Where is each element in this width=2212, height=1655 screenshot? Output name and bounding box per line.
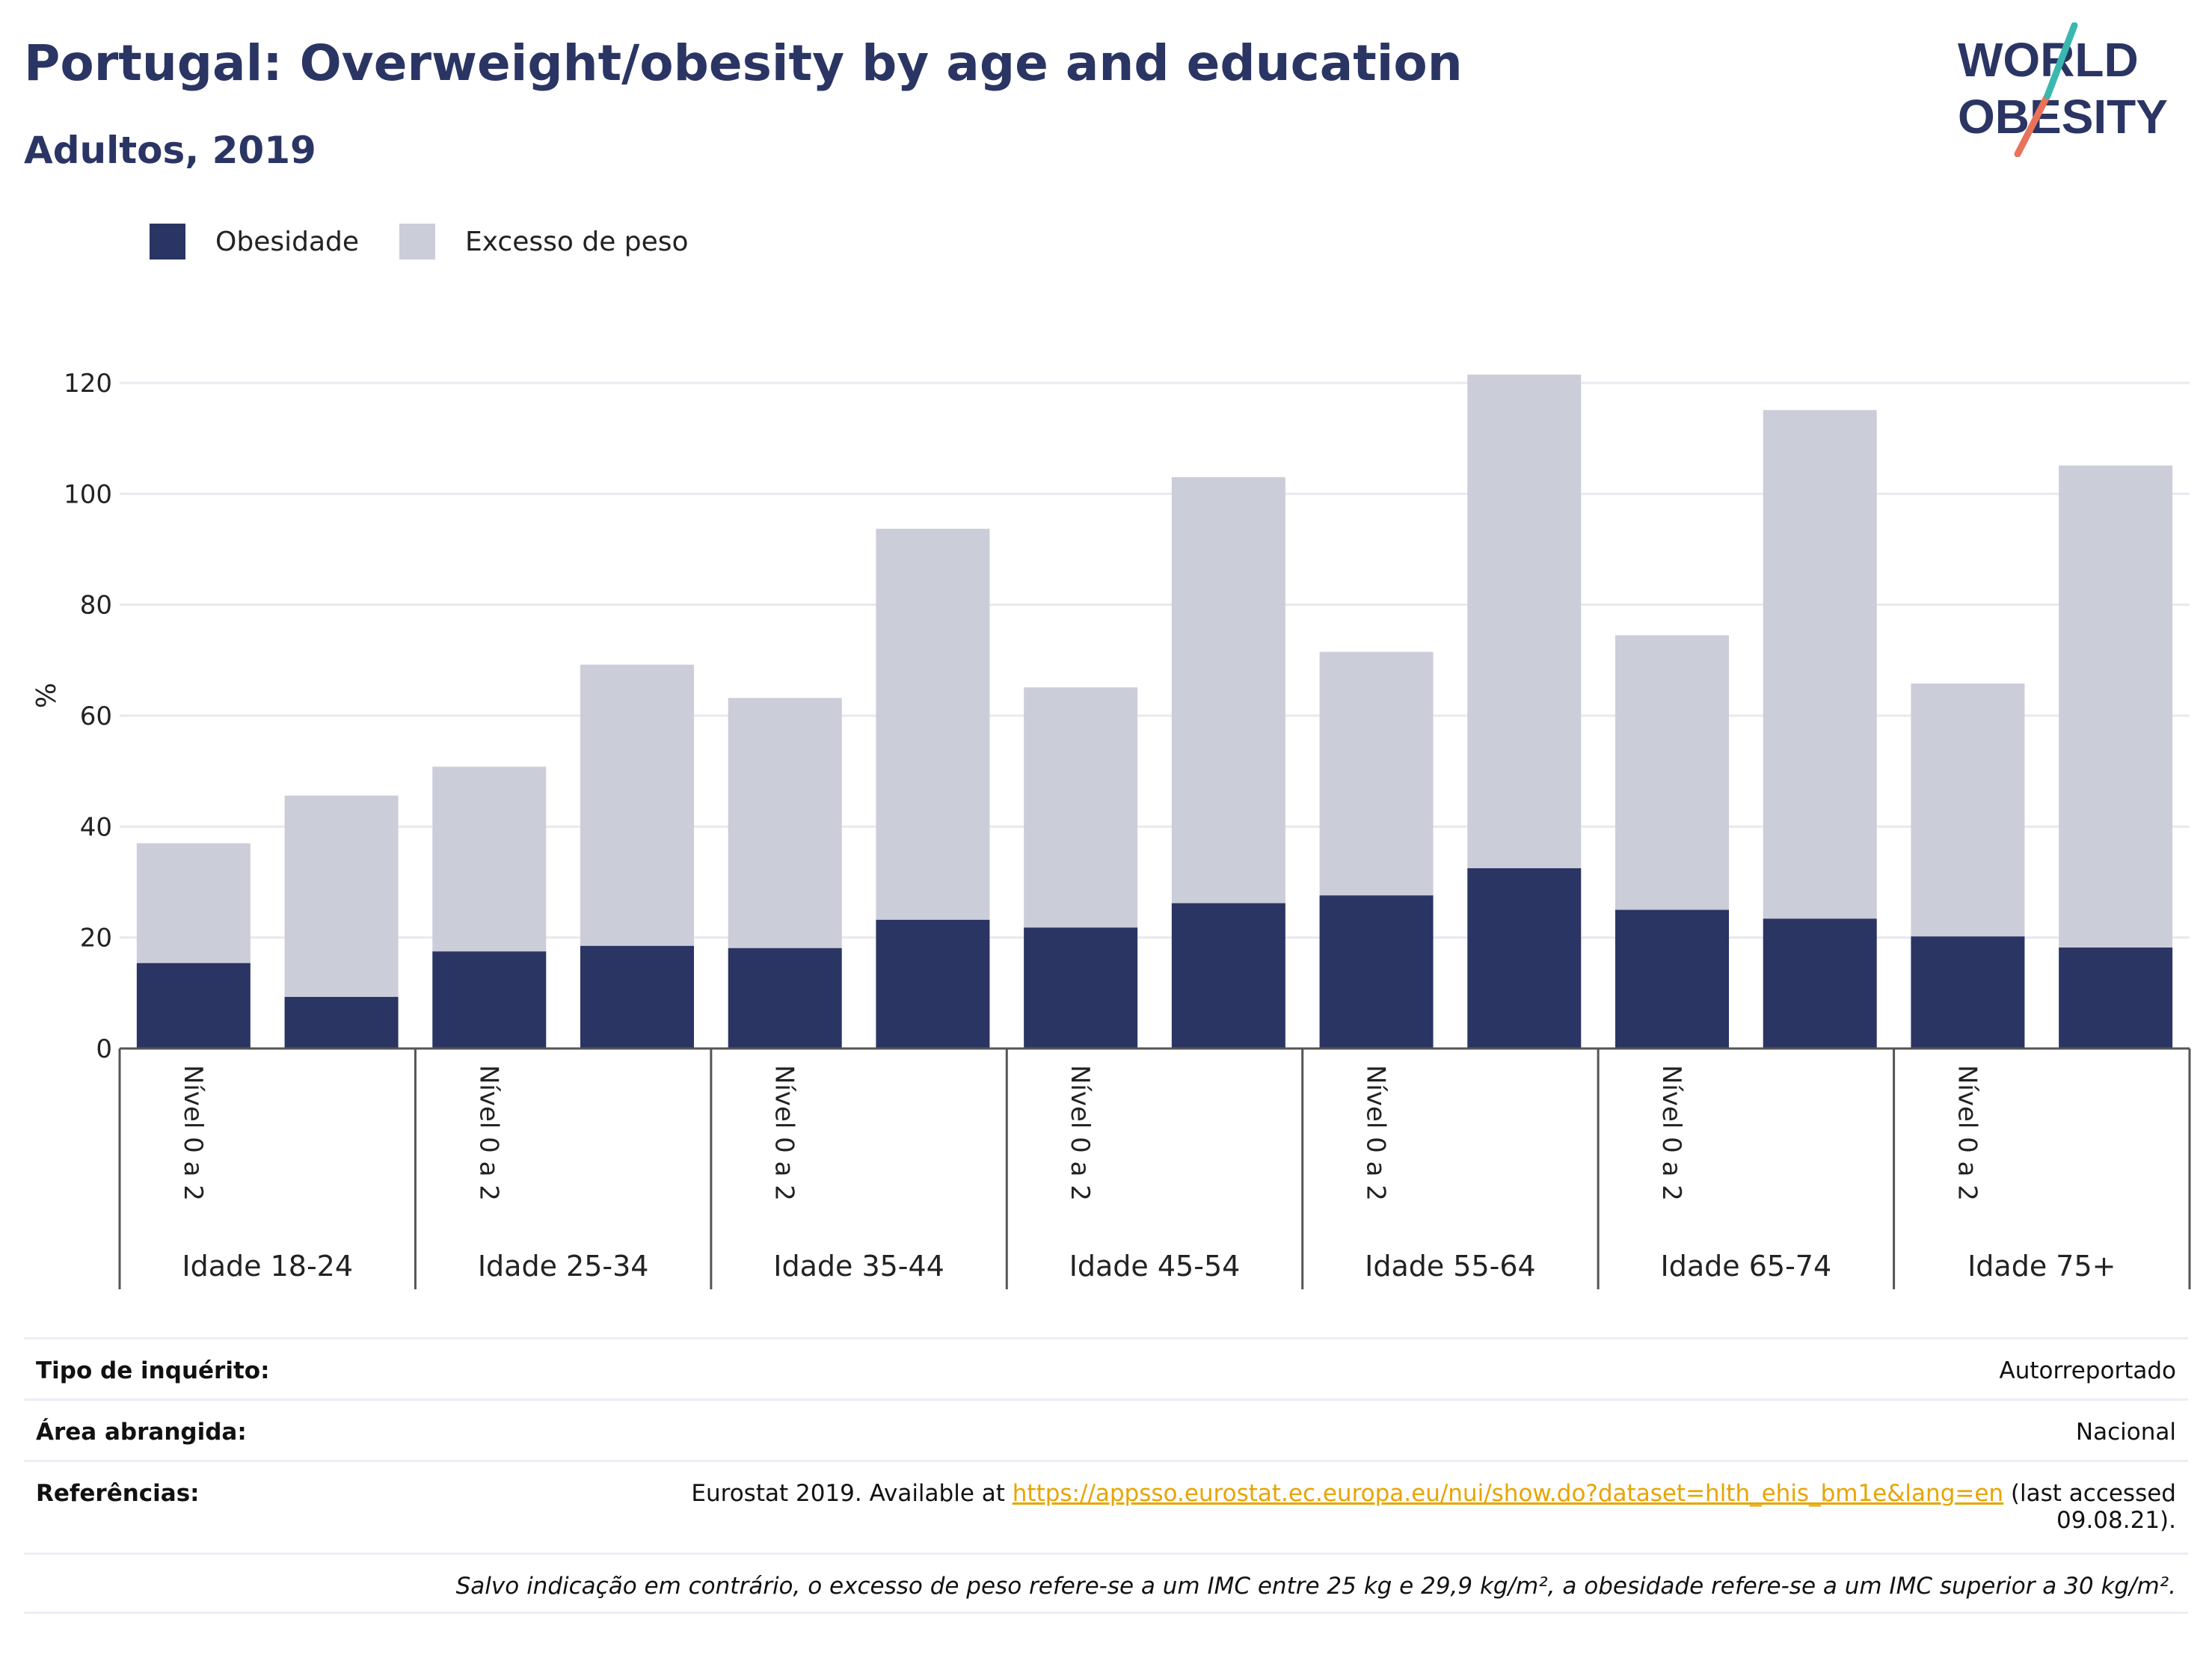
bar-obesity <box>1911 936 2024 1048</box>
references-value: Eurostat 2019. Available at https://apps… <box>691 1480 2176 1534</box>
bar-overweight <box>137 844 251 963</box>
bar-overweight <box>1615 635 1729 909</box>
bar-obesity <box>876 920 989 1048</box>
bar-overweight <box>1911 684 2024 936</box>
area-label: Área abrangida: <box>36 1419 247 1446</box>
info-row-area: Área abrangida: Nacional <box>24 1398 2188 1460</box>
bar-overweight <box>1320 652 1434 896</box>
bar-overweight <box>876 529 989 920</box>
bar-overweight <box>432 767 546 951</box>
bar-obesity <box>580 946 694 1048</box>
survey-label: Tipo de inquérito: <box>36 1357 269 1384</box>
bar-obesity <box>285 997 399 1048</box>
bar-chart: 0 20 40 60 80 100 120% Idade 18-24 Nível 0 a 2 Id… <box>0 0 2212 1316</box>
bar-overweight <box>2059 466 2172 948</box>
x-subcategory-label: Nível 0 a 2 <box>473 1065 503 1201</box>
bar-obesity <box>2059 948 2172 1048</box>
bar-overweight <box>1467 375 1581 868</box>
x-subcategory-label: Nível 0 a 2 <box>178 1065 208 1201</box>
bar-obesity <box>1615 910 1729 1048</box>
definition-note: Salvo indicação em contrário, o excesso … <box>456 1573 2176 1600</box>
bar-overweight <box>1763 410 1877 918</box>
y-axis-label: % <box>31 683 62 708</box>
x-group-label: Idade 75+ <box>1967 1250 2116 1283</box>
x-group-label: Idade 35-44 <box>773 1250 944 1283</box>
bar-overweight <box>728 698 842 948</box>
info-table: Tipo de inquérito: Autorreportado Área a… <box>24 1337 2188 1614</box>
bar-overweight <box>580 665 694 946</box>
x-subcategory-label: Nível 0 a 2 <box>769 1065 799 1201</box>
bar-obesity <box>1763 918 1877 1048</box>
references-suffix: (last accessed <box>2003 1480 2176 1507</box>
x-subcategory-label: Nível 0 a 2 <box>1952 1065 1982 1201</box>
bar-obesity <box>137 963 251 1048</box>
bar-obesity <box>1172 903 1285 1048</box>
bar-overweight <box>1172 477 1285 903</box>
bar-overweight <box>1024 687 1137 927</box>
bar-obesity <box>432 951 546 1048</box>
x-subcategory-label: Nível 0 a 2 <box>1361 1065 1391 1201</box>
references-link[interactable]: https://appsso.eurostat.ec.europa.eu/nui… <box>1013 1480 2003 1507</box>
bar-obesity <box>1024 927 1137 1048</box>
x-group-label: Idade 55-64 <box>1365 1250 1536 1283</box>
x-subcategory-label: Nível 0 a 2 <box>1656 1065 1686 1201</box>
info-row-references: Referências: Eurostat 2019. Available at… <box>24 1460 2188 1553</box>
y-tick-label: 40 <box>80 812 112 842</box>
info-row-note: Salvo indicação em contrário, o excesso … <box>24 1553 2188 1614</box>
bar-obesity <box>728 948 842 1048</box>
bar-obesity <box>1467 868 1581 1048</box>
x-group-label: Idade 45-54 <box>1069 1250 1241 1283</box>
bar-overweight <box>285 796 399 997</box>
area-value: Nacional <box>2076 1419 2176 1446</box>
references-label: Referências: <box>36 1480 200 1507</box>
y-tick-label: 60 <box>80 701 112 731</box>
info-row-survey: Tipo de inquérito: Autorreportado <box>24 1337 2188 1398</box>
y-tick-label: 100 <box>64 479 112 509</box>
x-group-label: Idade 65-74 <box>1661 1250 1832 1283</box>
bar-obesity <box>1320 895 1434 1048</box>
references-prefix: Eurostat 2019. Available at <box>691 1480 1012 1507</box>
y-tick-label: 20 <box>80 924 112 954</box>
references-date: 09.08.21). <box>2056 1507 2176 1534</box>
y-tick-label: 0 <box>96 1034 112 1064</box>
y-tick-label: 120 <box>64 369 112 399</box>
y-tick-label: 80 <box>80 591 112 621</box>
x-group-label: Idade 25-34 <box>478 1250 649 1283</box>
survey-value: Autorreportado <box>2000 1357 2177 1384</box>
x-group-label: Idade 18-24 <box>182 1250 353 1283</box>
x-subcategory-label: Nível 0 a 2 <box>1065 1065 1095 1201</box>
